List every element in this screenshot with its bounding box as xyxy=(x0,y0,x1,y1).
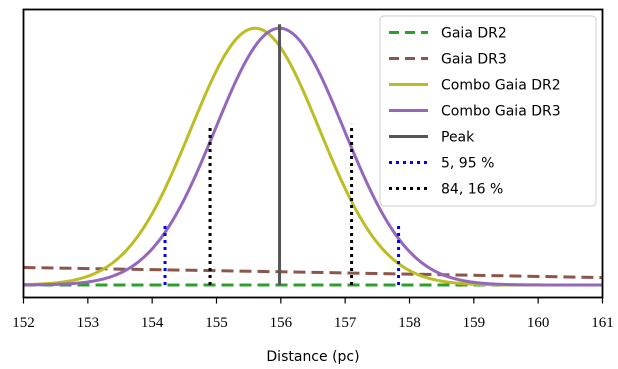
legend-label-84-16: 84, 16 % xyxy=(441,182,503,198)
legend-label-gaia-dr3: Gaia DR3 xyxy=(441,52,507,68)
legend-label-peak: Peak xyxy=(441,130,475,146)
x-axis-label: Distance (pc) xyxy=(266,349,359,365)
legend-label-combo-gaia-dr3: Combo Gaia DR3 xyxy=(441,104,561,120)
x-tick-label: 153 xyxy=(77,315,100,331)
x-tick-label: 154 xyxy=(141,315,164,331)
x-tick-label: 160 xyxy=(527,315,550,331)
x-tick-label: 155 xyxy=(205,315,228,331)
legend-label-5-95: 5, 95 % xyxy=(441,156,494,172)
x-tick-label: 158 xyxy=(398,315,421,331)
x-tick-label: 159 xyxy=(463,315,486,331)
legend: Gaia DR2 Gaia DR3 Combo Gaia DR2 Combo Gaia… xyxy=(379,15,597,207)
legend-label-combo-gaia-dr2: Combo Gaia DR2 xyxy=(441,78,561,94)
x-tick-label: 152 xyxy=(12,315,35,331)
x-tick-label: 161 xyxy=(591,315,614,331)
plot-area xyxy=(24,24,602,287)
series-combo-gaia-dr3-line xyxy=(24,26,602,287)
legend-label-gaia-dr2: Gaia DR2 xyxy=(441,26,507,42)
x-tick-label: 156 xyxy=(270,315,293,331)
x-axis: 152 153 154 155 156 157 158 159 160 161 xyxy=(12,297,614,331)
legend-box xyxy=(379,15,597,207)
plot-frame xyxy=(22,8,604,299)
x-tick-label: 157 xyxy=(334,315,357,331)
